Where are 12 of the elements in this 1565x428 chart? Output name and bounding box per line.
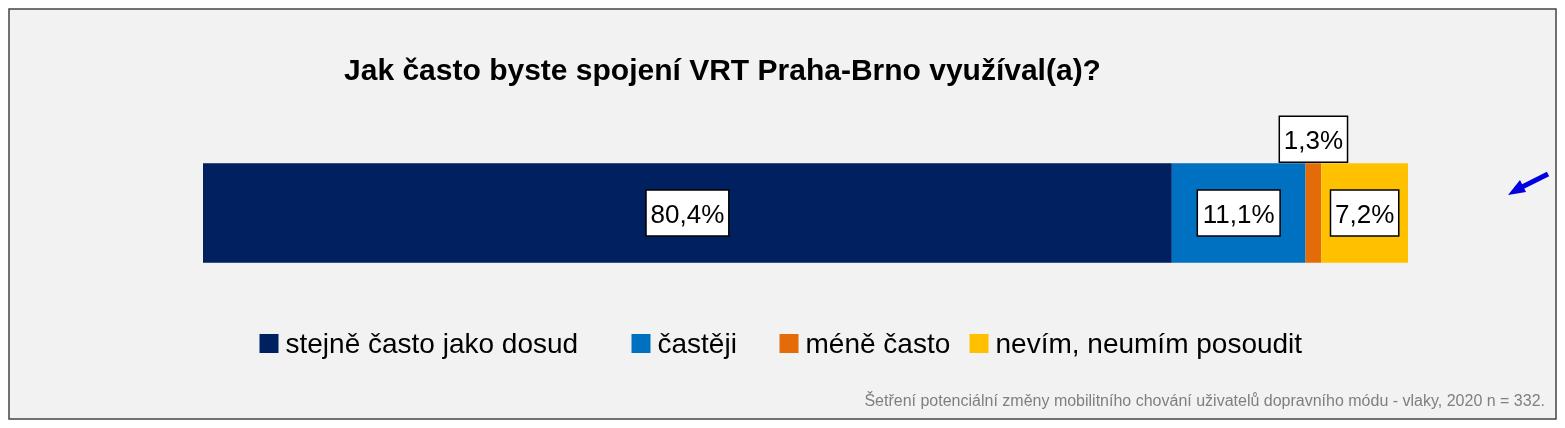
- chart-title: Jak často byste spojení VRT Praha-Brno využíval(a)?: [344, 53, 1101, 86]
- bar: [203, 163, 1172, 263]
- bar: [1305, 163, 1322, 263]
- legend-label: méně často: [805, 328, 951, 359]
- data-label: 1,3%: [1283, 125, 1344, 156]
- data-label: 80,4%: [650, 199, 725, 229]
- data-label: 7,2%: [1334, 199, 1395, 229]
- legend-label: častěji: [657, 328, 737, 359]
- legend-label: nevím, neumím posoudit: [995, 328, 1303, 359]
- text: Šetření potenciální změny mobilitního chování uživatelů dopravního módu - vlaky, 2020 n = 332.: [864, 391, 1545, 409]
- legend-label: stejně často jako dosud: [285, 328, 579, 359]
- data-label: 11,1%: [1202, 199, 1275, 229]
